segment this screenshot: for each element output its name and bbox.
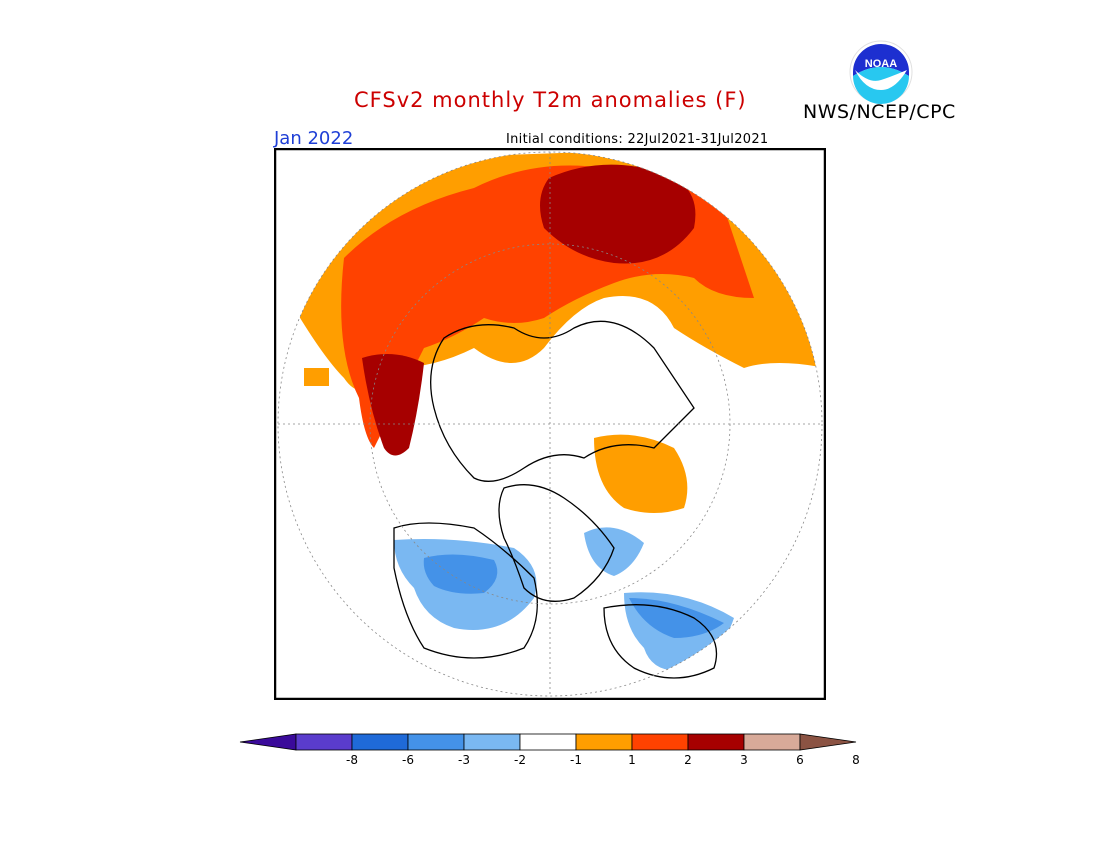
colorbar-tick-label: -1 <box>570 753 582 767</box>
coastline-siberia <box>603 604 718 679</box>
anomaly-region-warm3-greenland <box>362 354 424 456</box>
initial-conditions-label: Initial conditions: 22Jul2021-31Jul2021 <box>506 132 769 147</box>
target-month-label: Jan 2022 <box>274 128 354 149</box>
colorbar-swatch <box>687 733 745 751</box>
colorbar-swatch <box>575 733 633 751</box>
colorbar-swatch <box>463 733 521 751</box>
coastline-alaska <box>393 522 538 659</box>
colorbar-tick-label: -2 <box>514 753 526 767</box>
colorbar-tick-label: -6 <box>402 753 414 767</box>
colorbar-swatch <box>631 733 689 751</box>
colorbar-tick-label: 6 <box>796 753 804 767</box>
colorbar-tick-label: -8 <box>346 753 358 767</box>
colorbar-swatch <box>295 733 353 751</box>
colorbar-arrow-high <box>799 733 857 751</box>
anomaly-region-cool1-north <box>584 527 644 576</box>
anomaly-region-warm3 <box>540 164 696 264</box>
anomaly-region-warm1-canada <box>594 434 688 513</box>
svg-text:NOAA: NOAA <box>865 58 897 70</box>
anomaly-region-cool2-west <box>423 554 498 594</box>
agency-label: NWS/NCEP/CPC <box>803 101 956 123</box>
colorbar-tick-label: 1 <box>628 753 636 767</box>
anomaly-region-cool2-east <box>629 598 724 638</box>
colorbar-tick-label: -3 <box>458 753 470 767</box>
colorbar-tick-label: 3 <box>740 753 748 767</box>
noaa-logo-icon: NOAA <box>849 40 913 104</box>
colorbar-swatch <box>407 733 465 751</box>
colorbar-tick-label: 2 <box>684 753 692 767</box>
chart-title: CFSv2 monthly T2m anomalies (F) <box>354 88 747 112</box>
colorbar <box>239 733 857 751</box>
colorbar-arrow-low <box>239 733 297 751</box>
colorbar-tick-label: 8 <box>852 753 860 767</box>
coastline-arctic <box>430 320 695 482</box>
anomaly-region-warm1-patch <box>304 368 329 386</box>
colorbar-swatch <box>519 733 577 751</box>
polar-anomaly-map <box>274 148 826 700</box>
colorbar-swatch <box>351 733 409 751</box>
colorbar-swatch <box>743 733 801 751</box>
coastline-canada <box>498 484 615 602</box>
